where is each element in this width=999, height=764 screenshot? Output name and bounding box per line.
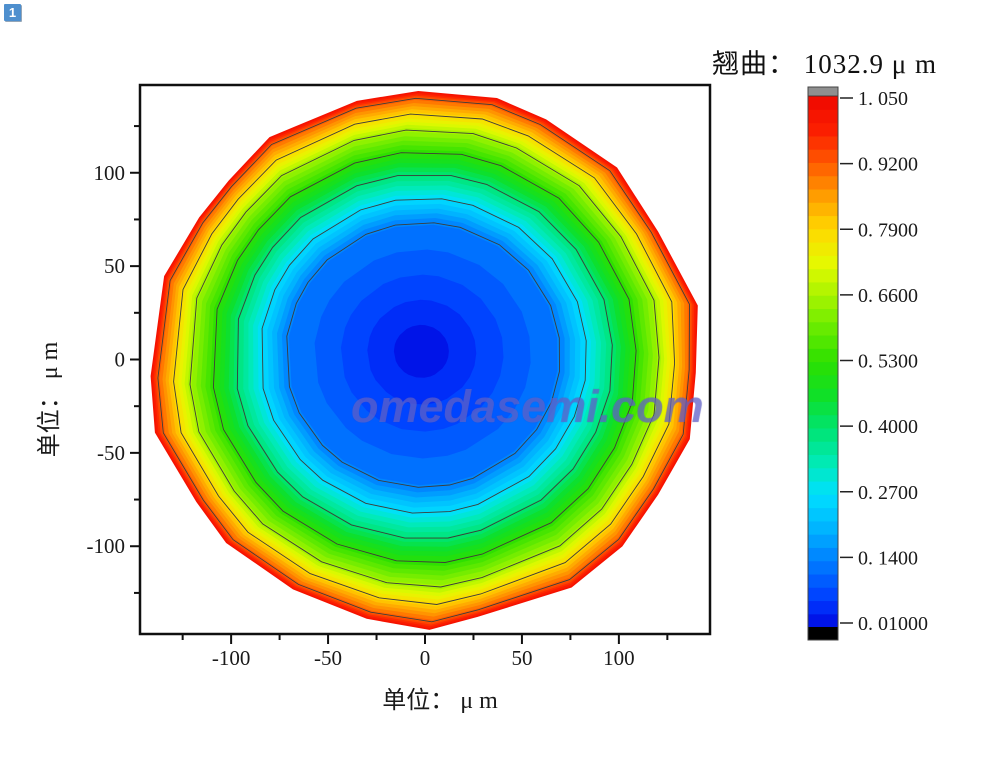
colorbar-segment <box>808 268 838 283</box>
colorbar-segment <box>808 467 838 482</box>
colorbar-tick-label: 1. 050 <box>858 88 908 110</box>
colorbar-segment <box>808 507 838 522</box>
colorbar-segment <box>808 175 838 190</box>
colorbar-tick-label: 0. 9200 <box>858 154 918 176</box>
x-tick-label: -100 <box>212 646 251 670</box>
colorbar-below-min-cap <box>808 627 838 640</box>
colorbar-segment <box>808 587 838 602</box>
colorbar-segment <box>808 534 838 548</box>
warpage-title: 翘曲： 1032.9 μ m <box>712 49 937 79</box>
contour-line <box>173 113 676 605</box>
colorbar-tick-label: 0. 1400 <box>858 547 918 569</box>
x-axis-label: 单位： μ m <box>382 687 498 714</box>
colorbar-segment <box>808 122 838 137</box>
colorbar-segment <box>808 334 838 349</box>
colorbar-segment <box>808 600 838 615</box>
y-tick-label: 0 <box>115 348 126 372</box>
x-tick-label: 100 <box>603 646 635 670</box>
colorbar-segment <box>808 361 838 376</box>
colorbar-segment <box>808 560 838 575</box>
colorbar-segment <box>808 308 838 323</box>
y-tick-label: 50 <box>104 254 125 278</box>
colorbar-segment <box>808 374 838 389</box>
colorbar-segment <box>808 480 838 495</box>
contour-line <box>236 175 613 539</box>
contour-line <box>212 152 637 563</box>
colorbar-segment <box>808 255 838 270</box>
colorbar-tick-label: 0. 6600 <box>858 285 918 307</box>
colorbar-segment <box>808 348 838 363</box>
colorbar-segment <box>808 573 838 588</box>
y-axis-label: 单位： μ m <box>36 341 63 457</box>
colorbar-segment <box>808 202 838 217</box>
colorbar-segment <box>808 109 838 124</box>
x-tick-label: 50 <box>511 646 532 670</box>
colorbar-segment <box>808 613 838 628</box>
colorbar-segment <box>808 162 838 177</box>
colorbar-segment <box>808 547 838 562</box>
colorbar-segment <box>808 520 838 535</box>
colorbar-above-max-cap <box>807 86 839 97</box>
colorbar-segment <box>808 401 838 416</box>
colorbar-segment <box>808 441 838 456</box>
colorbar-segment <box>808 281 838 296</box>
colorbar-segment <box>808 96 838 110</box>
colorbar-segment <box>808 242 838 256</box>
y-tick-label: 100 <box>94 161 126 185</box>
y-tick-label: -50 <box>97 441 125 465</box>
contour-line <box>261 198 587 514</box>
colorbar-segment <box>808 228 838 243</box>
contour-line <box>286 222 560 488</box>
colorbar-tick-label: 0. 7900 <box>858 219 918 241</box>
colorbar-outline <box>807 86 839 641</box>
contour-line <box>157 97 690 623</box>
colorbar-tick-label: 0. 4000 <box>858 416 918 438</box>
colorbar-segment <box>808 414 838 429</box>
y-tick-label: -100 <box>87 534 126 558</box>
contour-line <box>189 129 660 588</box>
colorbar-segment <box>808 321 838 336</box>
colorbar-segment <box>808 427 838 442</box>
colorbar-segment <box>808 295 838 309</box>
colorbar-tick-label: 0. 5300 <box>858 351 918 373</box>
contour-band <box>393 324 449 378</box>
x-tick-label: -50 <box>314 646 342 670</box>
colorbar-segment <box>808 494 838 509</box>
colorbar-tick-label: 0. 01000 <box>858 613 928 635</box>
plot-frame <box>138 83 712 636</box>
page-number-badge: 1 <box>4 4 21 21</box>
colorbar-segment <box>808 149 838 163</box>
x-tick-label: 0 <box>420 646 431 670</box>
colorbar-tick-label: 0. 2700 <box>858 482 918 504</box>
colorbar-segment <box>808 454 838 469</box>
colorbar-segment <box>808 188 838 203</box>
colorbar-segment <box>808 135 838 150</box>
colorbar-segment <box>808 215 838 230</box>
colorbar-segment <box>808 388 838 402</box>
